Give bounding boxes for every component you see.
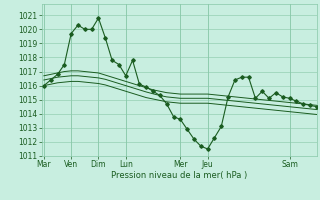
X-axis label: Pression niveau de la mer( hPa ): Pression niveau de la mer( hPa ) (111, 171, 247, 180)
